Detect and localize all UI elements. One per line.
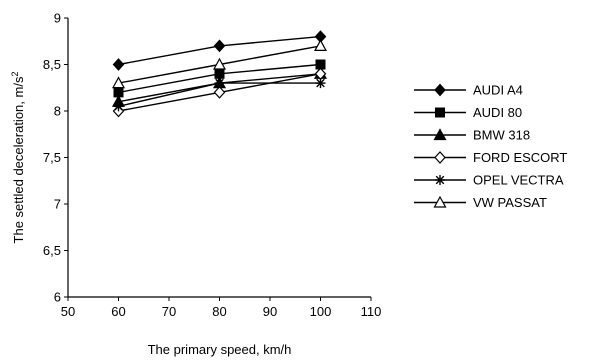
legend-item-bmw-318: BMW 318 <box>414 128 530 143</box>
data-point-marker <box>213 39 226 53</box>
legend: AUDI A4 AUDI 80 BMW 318 FORD ESCORT OPEL VEC… <box>414 83 567 210</box>
legend-marker <box>433 195 447 208</box>
data-point-marker <box>113 101 124 112</box>
legend-label: AUDI 80 <box>473 105 522 120</box>
data-point-marker <box>212 57 227 70</box>
x-tick-label: 70 <box>162 304 176 319</box>
series-vw-passat <box>111 39 328 89</box>
legend-item-audi-a4: AUDI A4 <box>414 83 523 98</box>
legend-item-vw-passat: VW PASSAT <box>414 195 547 210</box>
y-tick-label: 7,5 <box>43 150 61 165</box>
legend-label: FORD ESCORT <box>473 150 567 165</box>
legend-item-opel-vectra: OPEL VECTRA <box>414 173 564 188</box>
data-point-marker <box>315 78 326 89</box>
y-tick-label: 7 <box>54 197 61 212</box>
x-tick-label: 100 <box>310 304 332 319</box>
y-tick-label: 8,5 <box>43 57 61 72</box>
x-tick-label: 60 <box>111 304 125 319</box>
y-axis-title: The settled deceleration, m/s2 <box>10 72 26 244</box>
series-opel-vectra <box>113 78 326 112</box>
legend-marker <box>433 128 447 141</box>
legend-item-audi-80: AUDI 80 <box>414 105 522 120</box>
legend-marker <box>434 83 446 97</box>
legend-label: VW PASSAT <box>473 195 547 210</box>
data-point-marker <box>112 58 125 71</box>
y-tick-label: 6 <box>54 290 61 305</box>
legend-marker <box>435 107 445 118</box>
y-tick-label: 9 <box>54 11 61 26</box>
y-tick-label: 6,5 <box>43 243 61 258</box>
x-tick-label: 80 <box>212 304 226 319</box>
legend-label: BMW 318 <box>473 128 530 143</box>
axes: 50 60 70 80 90 100 110 6 6,5 7 7,5 8 8,5 9 <box>43 11 381 320</box>
series-group <box>111 30 328 118</box>
x-tick-label: 90 <box>263 304 277 319</box>
x-tick-label: 50 <box>61 304 75 319</box>
series-audi-a4 <box>112 30 327 71</box>
y-tick-label: 8 <box>54 104 61 119</box>
legend-label: OPEL VECTRA <box>473 173 564 188</box>
data-point-marker <box>213 86 226 99</box>
legend-item-ford-escort: FORD ESCORT <box>414 150 567 165</box>
legend-marker <box>435 175 445 185</box>
data-point-marker <box>214 78 225 89</box>
data-point-marker <box>111 76 126 89</box>
data-point-marker <box>313 39 328 52</box>
legend-marker <box>434 151 446 164</box>
x-tick-label: 110 <box>361 304 382 319</box>
legend-label: AUDI A4 <box>473 83 523 98</box>
x-axis-title: The primary speed, km/h <box>148 342 292 357</box>
